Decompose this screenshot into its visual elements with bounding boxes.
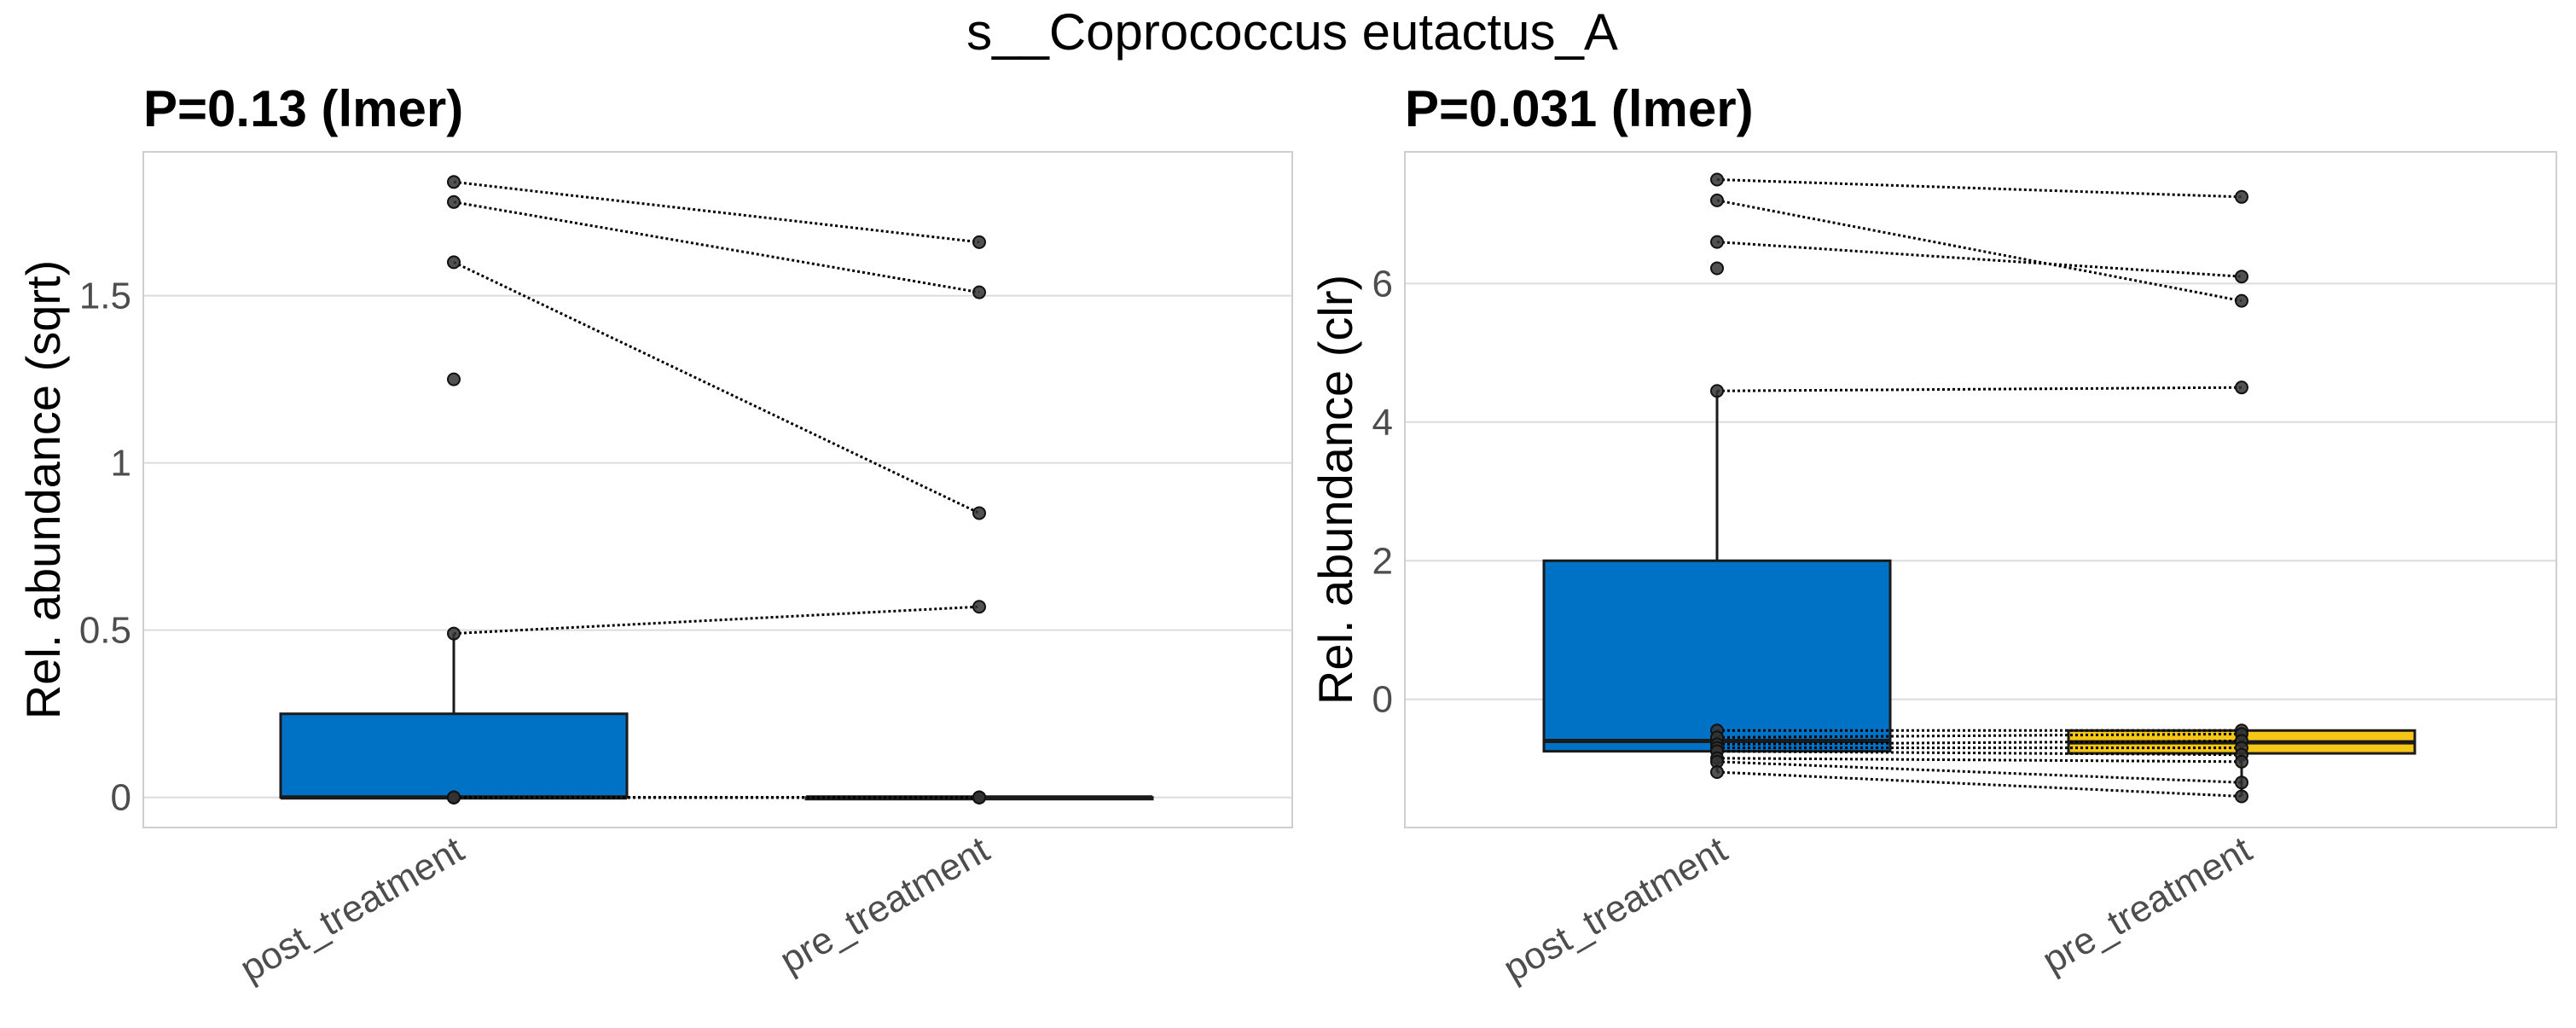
y-axis-label: Rel. abundance (sqrt) <box>16 260 70 720</box>
data-point <box>972 285 986 299</box>
box-post_treatment <box>279 712 629 799</box>
data-point <box>2235 270 2248 284</box>
data-point <box>447 195 461 209</box>
pair-line <box>453 261 980 514</box>
data-point <box>1710 384 1724 398</box>
panel-1: 0 0.5 1 1.5 post_treatment pre_treatment Rel. … <box>16 80 1293 990</box>
pair-line <box>453 180 980 244</box>
y-tick-label: 1.5 <box>79 276 131 317</box>
data-point <box>972 790 986 804</box>
panel-2: 0 2 4 6 post_treatment pre_treatment Rel. abun… <box>1308 80 2557 990</box>
data-point <box>2235 754 2248 769</box>
y-tick-label: 0.5 <box>79 610 131 652</box>
pair-line <box>1716 750 2242 757</box>
pair-line <box>1716 760 2242 784</box>
data-point <box>2235 380 2248 395</box>
data-point <box>1710 261 1724 276</box>
panel-frame <box>1404 151 2557 828</box>
pair-line <box>1716 386 2242 392</box>
pair-line <box>453 605 980 636</box>
data-point <box>447 372 461 386</box>
pair-line <box>1716 199 2242 303</box>
x-tick-label: post_treatment <box>233 828 471 990</box>
y-tick-label: 6 <box>1372 263 1393 305</box>
y-tick-label: 0 <box>1372 679 1393 721</box>
pair-line <box>1716 757 2242 764</box>
pair-line <box>1716 770 2242 798</box>
y-tick-label: 0 <box>111 777 131 819</box>
y-tick-label: 1 <box>111 443 131 485</box>
panel-title: P=0.031 (lmer) <box>1405 80 1754 137</box>
data-point <box>2235 189 2248 204</box>
data-point <box>1710 172 1724 187</box>
data-point <box>447 790 461 804</box>
box-post_treatment <box>1542 559 1892 753</box>
x-tick-label: post_treatment <box>1496 828 1734 990</box>
pair-line <box>1716 732 2242 739</box>
panel-frame <box>142 151 1293 828</box>
data-point <box>1710 193 1724 207</box>
data-point <box>447 626 461 641</box>
panel-title: P=0.13 (lmer) <box>143 80 463 137</box>
y-axis-label: Rel. abundance (clr) <box>1308 275 1362 705</box>
data-point <box>447 175 461 189</box>
pair-line <box>453 200 980 294</box>
data-point <box>972 235 986 249</box>
y-tick-label: 4 <box>1372 402 1393 444</box>
data-point <box>2235 775 2248 790</box>
data-point <box>2235 789 2248 804</box>
x-tick-label: pre_treatment <box>773 828 996 981</box>
data-point <box>1710 235 1724 249</box>
data-point <box>1710 765 1724 780</box>
data-point <box>972 600 986 614</box>
data-point <box>447 255 461 270</box>
data-point <box>2235 293 2248 308</box>
data-point <box>972 506 986 520</box>
pair-line <box>1716 177 2242 199</box>
x-tick-label: pre_treatment <box>2035 828 2259 981</box>
pair-line <box>1716 739 2242 746</box>
y-tick-label: 2 <box>1372 540 1393 582</box>
pair-line <box>1716 241 2242 278</box>
figure-title: s__Coprococcus eutactus_A <box>966 3 1618 61</box>
